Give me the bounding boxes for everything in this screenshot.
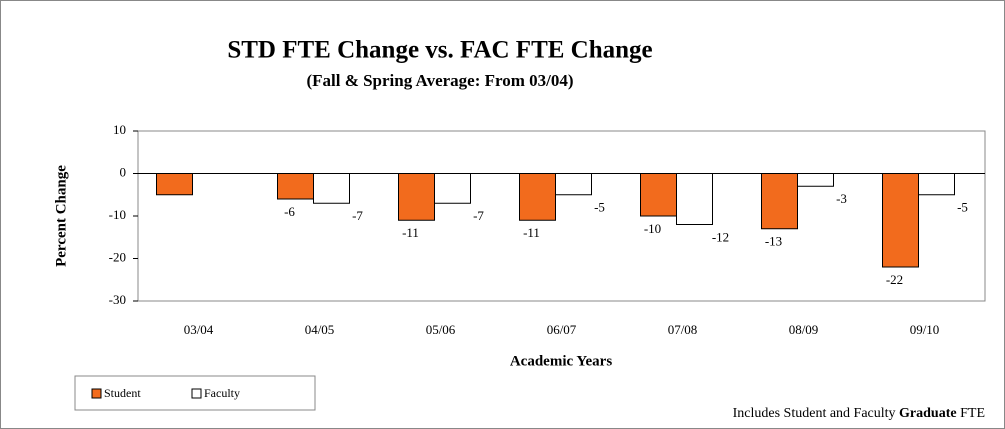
bar (313, 173, 350, 204)
bar (918, 173, 955, 196)
bar (277, 173, 314, 200)
legend-label: Student (104, 386, 141, 400)
data-label: -7 (473, 208, 484, 223)
data-label: -3 (836, 191, 847, 206)
y-axis-label: Percent Change (53, 165, 69, 267)
x-tick-label: 03/04 (184, 322, 214, 337)
bar (640, 173, 677, 217)
x-tick-label: 08/09 (789, 322, 819, 337)
footnote-bold: Graduate (899, 406, 957, 421)
data-label: -7 (352, 208, 363, 223)
chart-title: STD FTE Change vs. FAC FTE Change (227, 37, 652, 64)
plot-area (137, 130, 986, 302)
data-label: -12 (712, 229, 729, 244)
bar (882, 173, 919, 268)
y-tick-label: -20 (109, 249, 126, 264)
y-tick-label: -30 (109, 292, 126, 307)
x-tick-label: 09/10 (910, 322, 940, 337)
y-tick-label: -10 (109, 207, 126, 222)
data-label: -11 (402, 225, 419, 240)
footnote-text: FTE (960, 406, 985, 421)
footnote-text: Includes Student and Faculty (733, 406, 896, 421)
x-tick-label: 07/08 (668, 322, 698, 337)
x-tick-label: 06/07 (547, 322, 577, 337)
bar (797, 173, 834, 187)
y-tick-label: 0 (120, 164, 127, 179)
legend-label: Faculty (204, 386, 240, 400)
legend-swatch (191, 388, 202, 399)
bar (398, 173, 435, 221)
data-label: -5 (957, 200, 968, 215)
bar (676, 173, 713, 225)
data-label: -6 (284, 204, 295, 219)
y-tick-label: 10 (113, 122, 126, 137)
data-label: -22 (886, 272, 903, 287)
bar (555, 173, 592, 196)
chart-subtitle: (Fall & Spring Average: From 03/04) (306, 71, 573, 90)
data-label: -10 (644, 221, 661, 236)
bar (519, 173, 556, 221)
x-tick-label: 04/05 (305, 322, 335, 337)
data-label: -5 (594, 200, 605, 215)
bar (761, 173, 798, 230)
x-tick-label: 05/06 (426, 322, 456, 337)
data-label: -13 (765, 234, 782, 249)
x-axis-label: Academic Years (510, 353, 612, 369)
legend-swatch (91, 388, 102, 399)
bar (156, 173, 193, 196)
footnote: Includes Student and Faculty Graduate FT… (733, 406, 985, 421)
data-label: -11 (523, 225, 540, 240)
bar (434, 173, 471, 204)
